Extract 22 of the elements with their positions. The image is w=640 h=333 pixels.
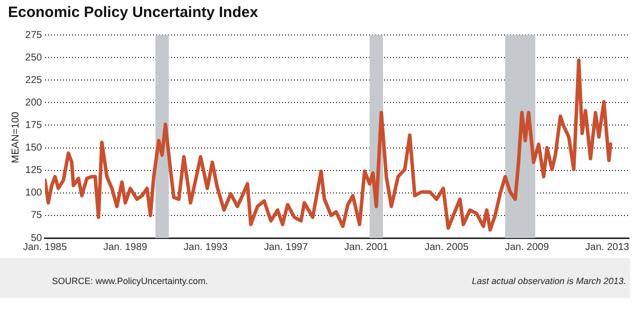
y-tick-label: 250 — [25, 52, 42, 64]
y-tick-label: 75 — [30, 210, 42, 222]
y-tick-label: 100 — [25, 188, 42, 199]
x-tick-label: Jan. 2013 — [585, 242, 630, 253]
y-tick-label: 225 — [25, 74, 42, 86]
x-tick-label: Jan. 2005 — [424, 242, 469, 253]
y-tick-label: 50 — [30, 232, 42, 244]
x-tick-label: Jan. 2001 — [344, 242, 389, 253]
x-tick-label: Jan. 1985 — [22, 242, 68, 253]
y-axis-title: MEAN=100 — [10, 110, 22, 166]
x-tick-label: Jan. 1989 — [103, 242, 148, 253]
text: Last actual observation is March 2013. — [472, 276, 626, 286]
chart-title: Economic Policy Uncertainty Index — [8, 4, 258, 21]
y-tick-label: 125 — [25, 165, 42, 176]
x-tick-label: Jan. 1997 — [264, 242, 308, 253]
y-tick-label: 175 — [25, 120, 42, 131]
source-note: SOURCE: www.PolicyUncertainty.com. — [52, 276, 208, 286]
x-tick-label: Jan. 1993 — [184, 242, 228, 253]
y-tick-label: 150 — [25, 142, 42, 154]
y-tick-label: 200 — [25, 97, 42, 108]
x-tick-label: Jan. 2009 — [504, 242, 550, 253]
y-tick-label: 275 — [25, 30, 42, 41]
